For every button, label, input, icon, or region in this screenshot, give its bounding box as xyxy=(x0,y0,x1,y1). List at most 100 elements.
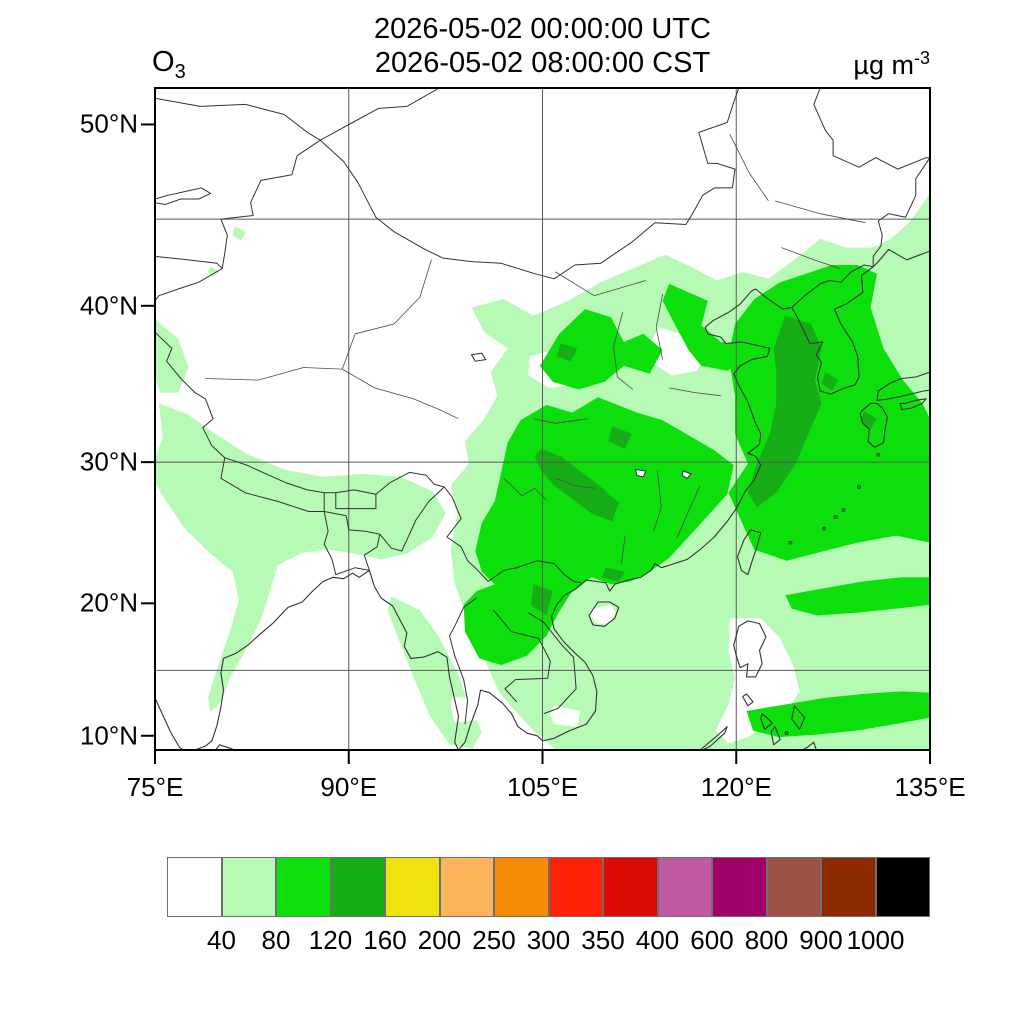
lon-label-90: 90°E xyxy=(320,772,378,802)
province-border xyxy=(341,259,432,370)
country-border xyxy=(813,88,930,170)
lake-outline xyxy=(634,468,647,478)
province-border xyxy=(205,367,459,420)
colorbar-cell-4 xyxy=(385,857,440,917)
lake-outline xyxy=(155,187,212,206)
contour-fill-layer xyxy=(155,193,930,750)
units-base: µg m xyxy=(853,50,914,80)
units-label: µg m-3 xyxy=(853,48,930,81)
colorbar-cell-8 xyxy=(603,857,658,917)
province-border xyxy=(676,485,701,539)
contour-polygon-40-80 xyxy=(155,319,189,393)
province-border xyxy=(620,535,626,564)
lat-label-10: 10°N xyxy=(79,720,138,751)
species-subscript: 3 xyxy=(174,60,186,83)
colorbar-cell-0 xyxy=(167,857,222,917)
country-border xyxy=(155,255,223,269)
species-base: O xyxy=(152,46,175,78)
colorbar-label-350: 350 xyxy=(581,925,625,955)
small-island-dot xyxy=(833,515,838,520)
colorbar-cell-9 xyxy=(657,857,712,917)
contour-polygon-120-160 xyxy=(608,426,632,449)
lat-label-40: 40°N xyxy=(79,290,138,321)
colorbar-cell-6 xyxy=(494,857,549,917)
colorbar-label-1000: 1000 xyxy=(846,925,905,955)
coastline xyxy=(194,248,930,750)
island-outline xyxy=(899,398,927,411)
country-border xyxy=(528,612,577,715)
graticule-layer xyxy=(155,88,930,750)
province-border xyxy=(729,134,769,202)
island-outline xyxy=(760,713,773,730)
country-border xyxy=(791,264,874,308)
lat-label-50: 50°N xyxy=(79,108,138,139)
country-border xyxy=(335,492,377,510)
contour-polygon-120-160 xyxy=(747,315,822,508)
province-border xyxy=(613,312,634,390)
colorbar-label-120: 120 xyxy=(308,925,353,955)
lon-label-105: 105°E xyxy=(506,772,579,802)
colorbar-cell-10 xyxy=(712,857,767,917)
colorbar-label-250: 250 xyxy=(472,925,516,955)
units-exponent: -3 xyxy=(913,48,930,68)
contour-polygon-40-80 xyxy=(208,266,220,278)
contour-polygon-<40 xyxy=(550,705,580,727)
contour-polygon-120-160 xyxy=(530,584,553,616)
colorbar-label-900: 900 xyxy=(799,925,843,955)
contour-polygon-<40 xyxy=(590,604,617,624)
small-island-dot xyxy=(841,508,846,512)
contour-polygon-<40 xyxy=(450,696,478,723)
colorbar-cell-2 xyxy=(276,857,331,917)
contour-polygon-40-80 xyxy=(232,226,246,241)
title-line-cst: 2026-05-02 08:00:00 CST xyxy=(374,47,711,79)
province-border xyxy=(653,470,662,532)
contour-polygon-80-120 xyxy=(785,577,930,616)
colorbar-label-800: 800 xyxy=(744,925,789,955)
axis-ticks-layer xyxy=(141,123,931,764)
contour-polygon-<40 xyxy=(651,327,704,376)
small-island-dot xyxy=(876,452,881,457)
colorbar-cell-5 xyxy=(439,857,494,917)
species-label: O3 xyxy=(152,46,186,84)
province-border xyxy=(774,200,866,224)
lat-label-20: 20°N xyxy=(79,587,138,618)
island-outline xyxy=(859,402,888,448)
contour-polygon-120-160 xyxy=(556,343,578,362)
lake-outline xyxy=(470,352,487,362)
country-border xyxy=(155,139,321,302)
small-island-dot xyxy=(822,526,826,531)
island-outline xyxy=(770,726,781,746)
province-border xyxy=(503,478,547,501)
island-outline xyxy=(742,693,754,707)
title-line-utc: 2026-05-02 00:00:00 UTC xyxy=(374,13,711,45)
colorbar-cell-12 xyxy=(821,857,876,917)
contour-polygon-80-120 xyxy=(463,397,734,665)
colorbar-label-80: 80 xyxy=(261,925,291,955)
map-frame xyxy=(154,87,931,751)
lon-label-135: 135°E xyxy=(894,772,966,802)
island-outline xyxy=(733,620,767,678)
country-border xyxy=(155,97,321,141)
contour-polygon-120-160 xyxy=(601,567,626,582)
country-border xyxy=(155,331,582,584)
colorbar-cell-3 xyxy=(330,857,385,917)
contour-polygon-80-120 xyxy=(662,283,747,371)
province-border xyxy=(555,477,595,489)
country-border xyxy=(323,511,381,576)
contour-polygon-80-120 xyxy=(539,309,663,390)
island-outline xyxy=(791,705,806,730)
province-border xyxy=(781,247,840,269)
colorbar-label-400: 400 xyxy=(635,925,680,955)
country-border xyxy=(872,157,930,267)
geography-layer xyxy=(155,88,930,750)
contour-polygon-40-80 xyxy=(155,403,446,713)
contour-polygon-120-160 xyxy=(534,448,619,522)
island-outline xyxy=(876,371,930,401)
province-border xyxy=(655,294,663,360)
small-island-dot xyxy=(784,731,789,736)
coastline xyxy=(155,697,184,750)
colorbar-cell-7 xyxy=(548,857,603,917)
lat-label-30: 30°N xyxy=(79,446,138,477)
country-border xyxy=(449,597,477,725)
country-border xyxy=(493,609,551,703)
